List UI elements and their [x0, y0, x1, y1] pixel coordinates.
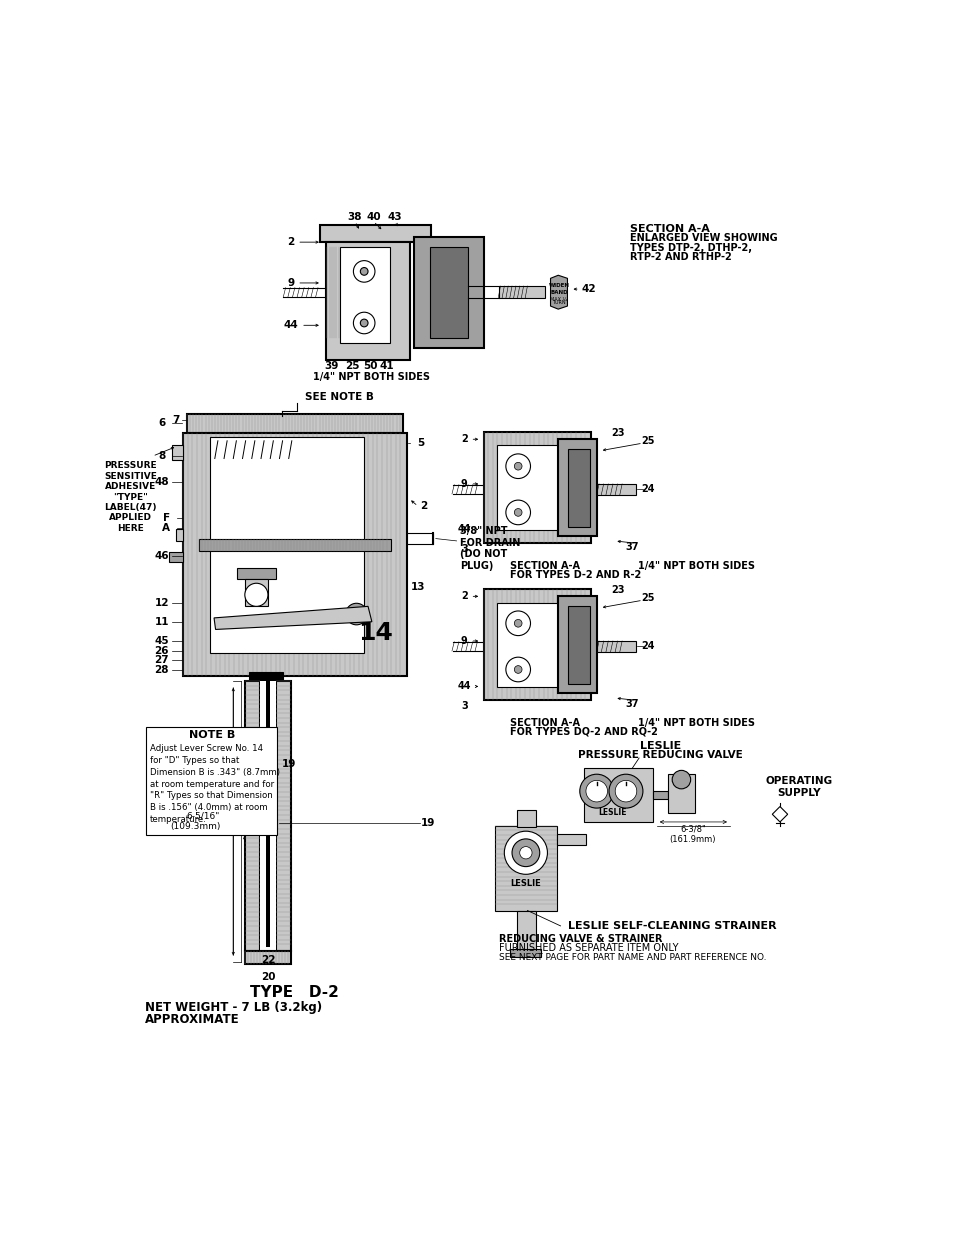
Bar	[597, 484, 636, 495]
Bar	[183, 433, 406, 676]
Circle shape	[505, 454, 530, 478]
Text: 19: 19	[420, 819, 435, 829]
Bar	[668, 774, 695, 813]
Text: 1/4" NPT BOTH SIDES: 1/4" NPT BOTH SIDES	[313, 372, 430, 382]
Bar	[568, 605, 589, 684]
Bar	[210, 437, 364, 652]
Text: TURN: TURN	[552, 300, 565, 305]
Text: FOR TYPES D-2 AND R-2: FOR TYPES D-2 AND R-2	[510, 569, 641, 579]
Text: Adjust Lever Screw No. 14
for "D" Types so that
Dimension B is .343" (8.7mm)
at : Adjust Lever Screw No. 14 for "D" Types …	[150, 745, 280, 824]
Text: 8: 8	[158, 451, 165, 461]
Text: 23: 23	[611, 429, 624, 438]
Text: LESLIE SELF-CLEANING STRAINER: LESLIE SELF-CLEANING STRAINER	[568, 921, 776, 931]
Text: 1/4" NPT BOTH SIDES: 1/4" NPT BOTH SIDES	[637, 718, 754, 727]
Text: 6-3/8"
(161.9mm): 6-3/8" (161.9mm)	[669, 825, 716, 844]
Text: 19: 19	[281, 760, 295, 769]
Text: REDUCING VALVE & STRAINER: REDUCING VALVE & STRAINER	[498, 934, 661, 944]
Circle shape	[579, 774, 613, 808]
Text: SEE NOTE B: SEE NOTE B	[305, 391, 374, 401]
Text: 2: 2	[287, 237, 294, 247]
Bar	[597, 641, 636, 652]
Text: FURNISHED AS SEPARATE ITEM ONLY: FURNISHED AS SEPARATE ITEM ONLY	[498, 944, 678, 953]
Text: PRESSURE REDUCING VALVE: PRESSURE REDUCING VALVE	[578, 750, 742, 760]
Text: 25: 25	[640, 593, 654, 603]
Text: 41: 41	[379, 361, 395, 370]
Text: 27: 27	[154, 656, 169, 666]
Text: 24: 24	[640, 641, 654, 651]
Bar	[557, 834, 585, 845]
Text: 6: 6	[158, 419, 165, 429]
Bar	[483, 589, 591, 700]
Text: FOR TYPES DQ-2 AND RQ-2: FOR TYPES DQ-2 AND RQ-2	[510, 727, 658, 737]
Bar	[245, 579, 268, 606]
Bar	[406, 534, 433, 543]
Text: LESLIE: LESLIE	[598, 808, 626, 818]
Bar	[245, 951, 291, 965]
Text: 44: 44	[457, 525, 471, 535]
Text: 2: 2	[460, 592, 467, 601]
Bar	[198, 538, 391, 551]
Circle shape	[514, 462, 521, 471]
Text: 20: 20	[260, 972, 274, 983]
Text: WIDEN: WIDEN	[548, 283, 569, 288]
Text: 7: 7	[172, 415, 179, 425]
Text: 3/8" NPT
FOR DRAIN
(DO NOT
PLUG): 3/8" NPT FOR DRAIN (DO NOT PLUG)	[460, 526, 520, 571]
Text: 9: 9	[287, 278, 294, 288]
Text: 2: 2	[419, 501, 427, 511]
Circle shape	[615, 781, 636, 802]
Circle shape	[504, 831, 547, 874]
Text: 13: 13	[411, 582, 425, 592]
Bar	[483, 431, 591, 543]
Text: 9: 9	[460, 479, 467, 489]
Text: 37: 37	[625, 542, 639, 552]
Text: SECTION A-A: SECTION A-A	[629, 224, 709, 235]
Text: 12: 12	[154, 598, 169, 608]
Bar	[498, 287, 544, 299]
Circle shape	[345, 603, 367, 625]
Text: 40: 40	[366, 212, 380, 222]
Circle shape	[352, 609, 361, 619]
Text: TYPES DTP-2, DTHP-2,: TYPES DTP-2, DTHP-2,	[629, 242, 751, 252]
Text: SEE NEXT PAGE FOR PART NAME AND PART REFERENCE NO.: SEE NEXT PAGE FOR PART NAME AND PART REF…	[498, 953, 765, 962]
Bar	[249, 672, 283, 680]
Bar	[175, 530, 183, 541]
Bar	[146, 727, 277, 835]
Text: TYPE   D-2: TYPE D-2	[251, 986, 339, 1000]
Bar	[187, 414, 402, 433]
Bar	[517, 810, 536, 827]
Text: ENLARGED VIEW SHOWING: ENLARGED VIEW SHOWING	[629, 233, 777, 243]
Text: 1/4" NPT BOTH SIDES: 1/4" NPT BOTH SIDES	[637, 561, 754, 571]
Bar	[497, 446, 564, 530]
Bar	[510, 948, 540, 957]
Polygon shape	[213, 606, 372, 630]
Text: 45: 45	[154, 636, 169, 646]
Text: 23: 23	[611, 585, 624, 595]
Bar	[583, 768, 652, 823]
Text: LESLIE: LESLIE	[639, 741, 680, 751]
Text: OPERATING
SUPPLY: OPERATING SUPPLY	[765, 777, 832, 798]
Bar	[339, 247, 389, 343]
Text: PRESSURE
SENSITIVE
ADHESIVE
"TYPE"
LABEL(47)
APPLIED
HERE: PRESSURE SENSITIVE ADHESIVE "TYPE" LABEL…	[104, 462, 157, 532]
Text: 38: 38	[347, 212, 362, 222]
Bar	[172, 445, 183, 461]
Text: 3: 3	[460, 543, 467, 553]
Circle shape	[585, 781, 607, 802]
Bar	[414, 237, 483, 348]
Text: NOTE B: NOTE B	[189, 730, 234, 740]
Bar	[275, 680, 291, 951]
Bar	[497, 603, 564, 687]
Circle shape	[360, 319, 368, 327]
Bar	[558, 597, 596, 693]
Text: RTP-2 AND RTHP-2: RTP-2 AND RTHP-2	[629, 252, 731, 262]
Text: 42: 42	[581, 284, 596, 294]
Text: F: F	[163, 513, 170, 522]
Text: 43: 43	[387, 212, 402, 222]
Text: MAX ¼: MAX ¼	[550, 296, 567, 301]
Text: 44: 44	[283, 320, 298, 330]
Circle shape	[353, 261, 375, 282]
Text: 22: 22	[260, 955, 274, 965]
Text: 46: 46	[154, 551, 169, 561]
Bar	[652, 792, 668, 799]
Text: 11: 11	[154, 616, 169, 626]
Circle shape	[519, 846, 532, 858]
